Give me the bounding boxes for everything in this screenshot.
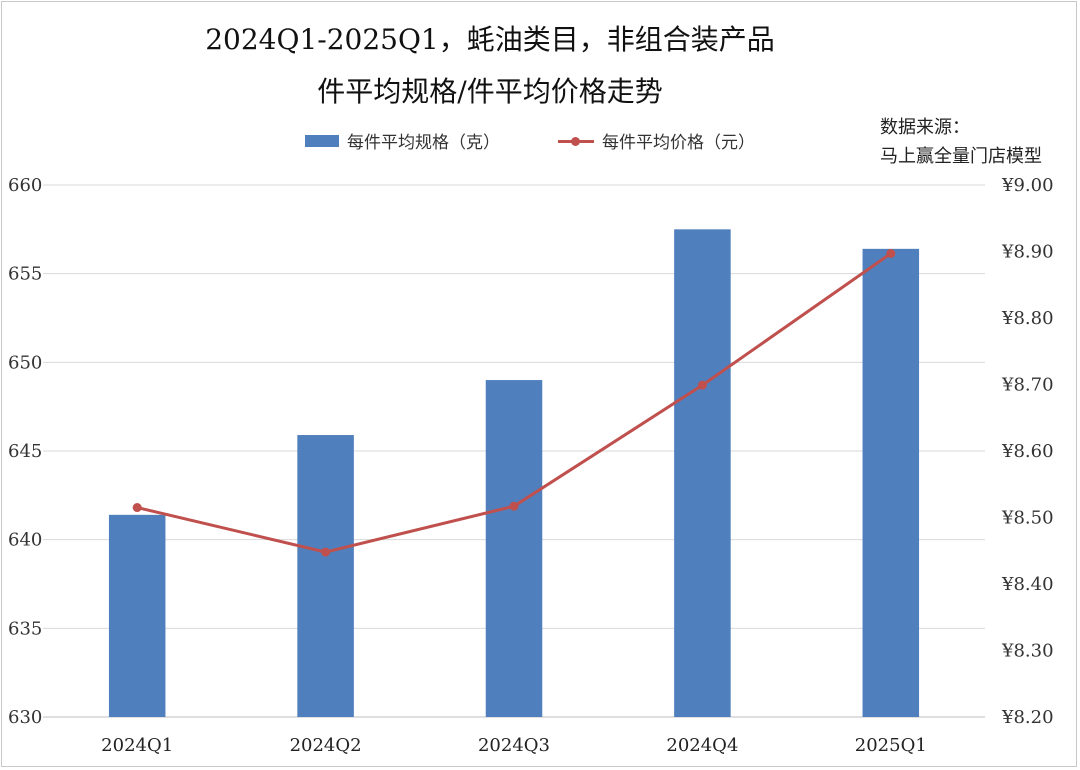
y-right-tick-label: ¥8.20 xyxy=(1001,707,1054,728)
y-left-tick-label: 655 xyxy=(8,264,42,285)
bar xyxy=(108,514,166,717)
x-tick-label: 2024Q3 xyxy=(478,735,550,756)
y-left-tick-label: 630 xyxy=(8,707,42,728)
y-right-tick-label: ¥8.80 xyxy=(1001,308,1054,329)
price-point xyxy=(697,380,707,390)
y-right-tick-label: ¥9.00 xyxy=(1001,175,1054,196)
bar xyxy=(297,435,354,717)
source-line2: 马上赢全量门店模型 xyxy=(880,146,1042,167)
y-right-tick-label: ¥8.90 xyxy=(1001,242,1054,263)
legend-item-line: 每件平均价格（元） xyxy=(558,128,755,153)
legend-item-bar: 每件平均规格（克） xyxy=(305,128,500,153)
y-right-tick-label: ¥8.30 xyxy=(1001,641,1054,662)
y-left-tick-label: 635 xyxy=(8,618,42,639)
legend-bar-swatch xyxy=(305,134,339,147)
price-point xyxy=(509,501,519,511)
source-line1: 数据来源： xyxy=(880,117,970,138)
price-point xyxy=(132,503,142,513)
x-tick-label: 2024Q4 xyxy=(666,735,738,756)
y-left-tick-label: 645 xyxy=(8,441,42,462)
legend: 每件平均规格（克） 每件平均价格（元） xyxy=(0,128,1080,158)
legend-line-swatch xyxy=(558,135,594,147)
y-left-tick-label: 640 xyxy=(8,530,42,551)
x-tick-label: 2024Q2 xyxy=(290,735,362,756)
chart-title-line2: 件平均规格/件平均价格走势 xyxy=(317,75,663,108)
y-right-tick-label: ¥8.70 xyxy=(1001,375,1054,396)
bar xyxy=(862,248,920,717)
y-right-tick-label: ¥8.60 xyxy=(1001,441,1054,462)
y-right-tick-label: ¥8.50 xyxy=(1001,508,1054,529)
y-right-tick-label: ¥8.40 xyxy=(1001,574,1054,595)
price-point xyxy=(321,547,331,557)
chart-title-line1: 2024Q1-2025Q1，蚝油类目，非组合装产品 xyxy=(205,23,775,56)
y-left-tick-label: 660 xyxy=(8,175,42,196)
x-tick-label: 2024Q1 xyxy=(101,735,173,756)
y-left-tick-label: 650 xyxy=(8,352,42,373)
price-point xyxy=(886,248,896,258)
bar xyxy=(674,229,731,718)
legend-bar-label: 每件平均规格（克） xyxy=(347,133,500,153)
bar xyxy=(485,380,543,717)
legend-line-label: 每件平均价格（元） xyxy=(602,133,755,153)
x-tick-label: 2025Q1 xyxy=(855,735,927,756)
data-source-note: 数据来源： 马上赢全量门店模型 xyxy=(880,113,1042,171)
